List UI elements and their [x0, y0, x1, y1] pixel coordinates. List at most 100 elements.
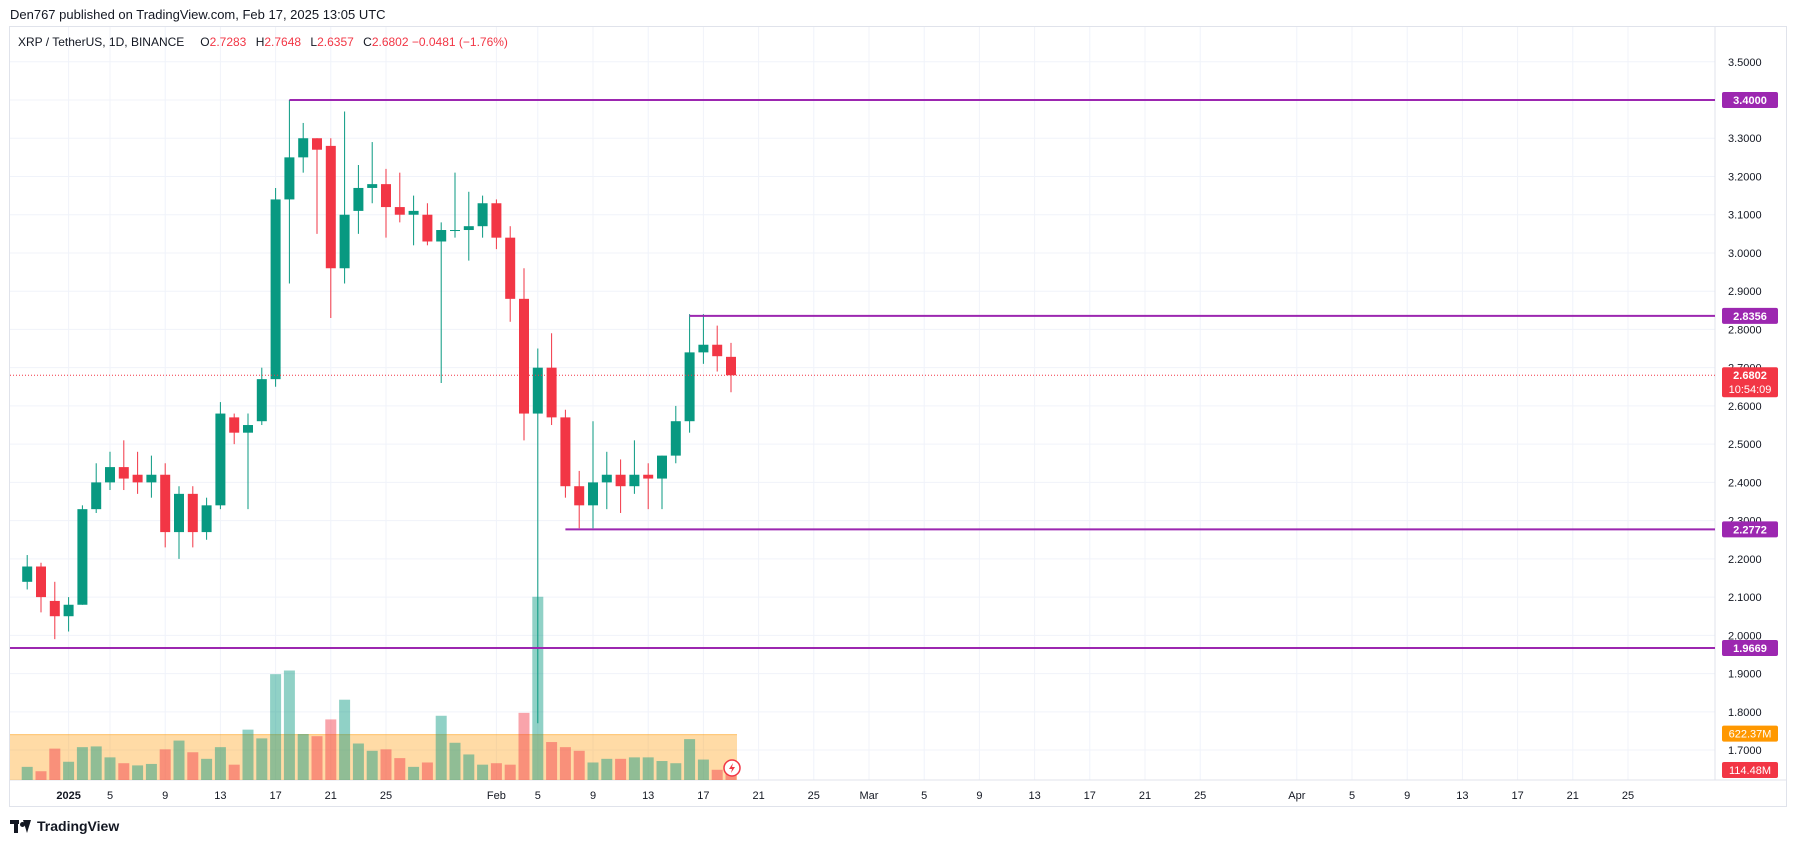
candle-body[interactable]: [77, 509, 88, 605]
candle-body[interactable]: [229, 417, 240, 433]
candle-body[interactable]: [726, 356, 736, 376]
price-axis-tick: 1.8000: [1728, 707, 1762, 719]
candle-body[interactable]: [574, 486, 585, 506]
candle-body[interactable]: [657, 455, 667, 479]
candle-body[interactable]: [256, 379, 267, 422]
time-axis-tick: 25: [380, 790, 392, 802]
candle-body[interactable]: [491, 203, 502, 238]
candle-body[interactable]: [49, 600, 60, 617]
time-axis-tick: 9: [976, 790, 982, 802]
symbol-legend: XRP / TetherUS, 1D, BINANCE O2.7283 H2.7…: [18, 35, 508, 49]
price-axis-tick: 2.5000: [1728, 439, 1762, 451]
candle-body[interactable]: [146, 474, 157, 483]
candle-body[interactable]: [519, 298, 529, 414]
price-axis-tick: 1.9000: [1728, 669, 1762, 681]
volume-bar: [339, 699, 351, 780]
candle-body[interactable]: [532, 367, 543, 414]
candle-body[interactable]: [408, 210, 419, 215]
candle-body[interactable]: [298, 138, 309, 158]
volume-bar: [518, 712, 530, 780]
candle-body[interactable]: [325, 145, 336, 269]
candle-body[interactable]: [684, 352, 695, 422]
candle-body[interactable]: [436, 230, 447, 242]
change-value: −0.0481 (−1.76%): [411, 35, 508, 49]
candle-body[interactable]: [629, 474, 640, 487]
volume-bar: [684, 739, 696, 780]
level-price-label: 3.4000: [1733, 95, 1767, 107]
volume-bar: [408, 766, 420, 780]
high-label: H: [255, 35, 265, 49]
time-axis-tick: 21: [325, 790, 337, 802]
candle-body[interactable]: [615, 474, 626, 487]
volume-bar: [711, 769, 723, 780]
volume-bar: [63, 761, 75, 780]
volume-bar: [35, 771, 47, 780]
candle-body[interactable]: [270, 199, 281, 380]
time-axis-tick: Mar: [860, 790, 879, 802]
footer-brand[interactable]: TradingView: [10, 818, 119, 834]
candle-body[interactable]: [643, 474, 654, 479]
time-axis-tick: 25: [1622, 790, 1634, 802]
candle-body[interactable]: [243, 425, 253, 433]
volume-bar: [256, 738, 268, 780]
candle-body[interactable]: [187, 493, 198, 533]
time-axis-tick: 21: [1139, 790, 1151, 802]
candle-body[interactable]: [588, 482, 598, 506]
candle-body[interactable]: [174, 493, 184, 533]
symbol-name[interactable]: XRP / TetherUS, 1D, BINANCE: [18, 35, 185, 49]
candle-body[interactable]: [450, 230, 460, 232]
candle-body[interactable]: [215, 413, 226, 506]
candle-body[interactable]: [63, 604, 74, 617]
candle-body[interactable]: [367, 184, 378, 188]
candle-body[interactable]: [118, 467, 129, 479]
candle-body[interactable]: [22, 566, 33, 582]
candle-body[interactable]: [36, 566, 46, 598]
candle-body[interactable]: [463, 226, 474, 231]
open-value: 2.7283: [209, 35, 247, 49]
volume-bar: [159, 749, 171, 780]
price-axis-tick: 2.6000: [1728, 401, 1762, 413]
price-axis-tick: 3.1000: [1728, 210, 1762, 222]
candle-body[interactable]: [284, 157, 295, 200]
candle-body[interactable]: [381, 184, 391, 208]
publisher-line: Den767 published on TradingView.com, Feb…: [10, 7, 386, 22]
current-price-label: 2.6802: [1733, 370, 1767, 382]
candle-body[interactable]: [132, 474, 143, 483]
candle-body[interactable]: [353, 187, 364, 211]
candle-body[interactable]: [698, 344, 709, 353]
volume-bar: [283, 670, 295, 780]
price-axis-tick: 1.7000: [1728, 745, 1762, 757]
candle-body[interactable]: [91, 482, 102, 510]
volume-bar: [352, 743, 364, 780]
time-axis-tick: 17: [1084, 790, 1096, 802]
candle-body[interactable]: [546, 367, 557, 418]
volume-bar: [477, 764, 489, 780]
candle-body[interactable]: [394, 207, 405, 215]
time-axis-tick: 17: [697, 790, 709, 802]
volume-bar: [670, 763, 682, 780]
candle-body[interactable]: [339, 214, 350, 269]
volume-bar: [214, 747, 226, 780]
open-label: O: [200, 35, 210, 49]
volume-bar: [49, 748, 61, 780]
candle-body[interactable]: [505, 237, 516, 299]
candle-body[interactable]: [201, 505, 212, 533]
candle-body[interactable]: [477, 203, 488, 227]
price-axis-tick: 2.2000: [1728, 554, 1762, 566]
candle-body[interactable]: [670, 421, 681, 456]
volume-bar: [325, 719, 337, 780]
candle-body[interactable]: [712, 344, 723, 357]
candle-body[interactable]: [601, 474, 612, 483]
time-axis-tick: 2025: [56, 790, 80, 802]
volume-bar: [463, 754, 475, 780]
time-axis-tick: 13: [642, 790, 654, 802]
tradingview-logo-icon: [10, 819, 32, 833]
time-axis-tick: 9: [162, 790, 168, 802]
candle-body[interactable]: [422, 214, 433, 242]
candle-body[interactable]: [160, 474, 171, 533]
level-price-label: 2.2772: [1733, 524, 1767, 536]
candle-body[interactable]: [560, 417, 571, 487]
candle-body[interactable]: [312, 138, 322, 150]
candle-body[interactable]: [105, 467, 115, 483]
